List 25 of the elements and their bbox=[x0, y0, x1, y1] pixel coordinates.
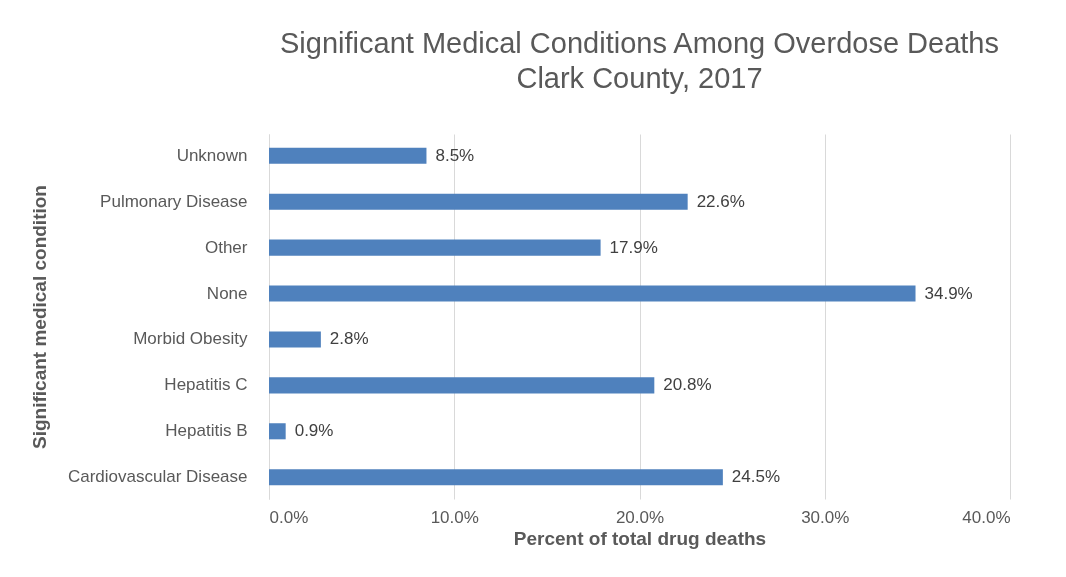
chart-subtitle: Clark County, 2017 bbox=[516, 62, 763, 94]
y-tick-label: Hepatitis B bbox=[165, 421, 248, 441]
data-label: 2.8% bbox=[329, 329, 369, 349]
data-label: 22.6% bbox=[696, 191, 745, 211]
y-tick-label: Cardiovascular Disease bbox=[67, 467, 248, 487]
x-tick-label: 40.0% bbox=[962, 507, 1011, 527]
x-tick-label: 10.0% bbox=[430, 507, 479, 527]
y-tick-label: Pulmonary Disease bbox=[100, 191, 248, 211]
y-tick-label: Other bbox=[204, 237, 248, 257]
x-tick-label: 30.0% bbox=[801, 507, 850, 527]
x-axis-title: Percent of total drug deaths bbox=[513, 527, 767, 549]
y-tick-label: Morbid Obesity bbox=[133, 329, 248, 349]
x-tick-label: 0.0% bbox=[269, 507, 309, 527]
y-tick-label: Hepatitis C bbox=[164, 375, 248, 395]
data-label: 34.9% bbox=[924, 283, 973, 303]
y-axis-title: Significant medical condition bbox=[28, 185, 50, 449]
data-label: 20.8% bbox=[663, 375, 712, 395]
data-label: 0.9% bbox=[294, 421, 334, 441]
data-label: 8.5% bbox=[435, 145, 475, 165]
data-label: 17.9% bbox=[609, 237, 658, 257]
chart-title: Significant Medical Conditions Among Overdose Deaths bbox=[280, 27, 999, 59]
y-tick-label: None bbox=[206, 283, 248, 303]
y-tick-label: Unknown bbox=[176, 145, 248, 165]
data-label: 24.5% bbox=[731, 467, 781, 487]
x-tick-label: 20.0% bbox=[615, 507, 665, 527]
